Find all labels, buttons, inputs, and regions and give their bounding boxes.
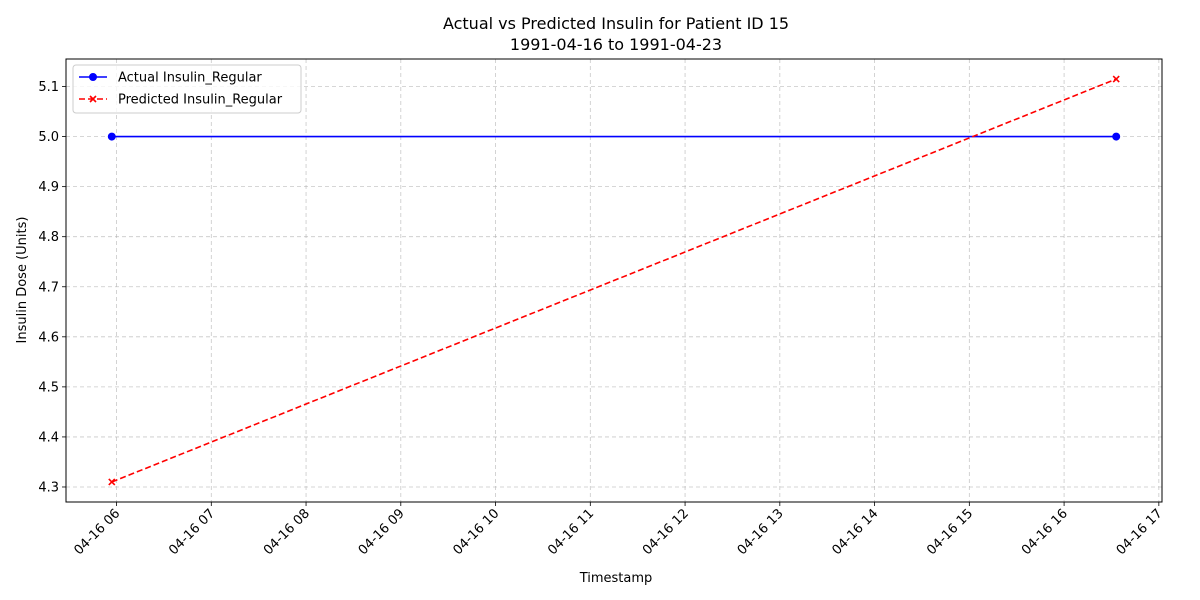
y-tick-label: 4.4 (38, 430, 59, 445)
y-tick-label: 5.1 (38, 80, 59, 95)
legend-marker (89, 95, 97, 103)
legend-label: Predicted Insulin_Regular (118, 93, 283, 108)
y-tick-label: 5.0 (38, 130, 59, 145)
grid (66, 59, 1162, 502)
legend-marker (89, 73, 97, 81)
legend: Actual Insulin_Regular Predicted Insulin_… (72, 64, 302, 114)
data-point (1112, 75, 1120, 83)
x-axis-label: Timestamp (579, 571, 653, 586)
plot-frame (65, 58, 1163, 503)
y-tick-label: 4.7 (38, 280, 59, 295)
y-axis: 4.3 4.4 4.5 4.6 4.7 4.8 4.9 5.0 5.1 (38, 80, 66, 495)
data-point (108, 478, 116, 486)
legend-label: Actual Insulin_Regular (118, 71, 262, 86)
data-point (1112, 132, 1121, 141)
y-axis-label: Insulin Dose (Units) (15, 217, 30, 344)
data-point (107, 132, 116, 141)
y-tick-label: 4.6 (38, 330, 59, 345)
y-tick-label: 4.5 (38, 380, 59, 395)
y-tick-label: 4.8 (38, 230, 59, 245)
y-tick-label: 4.9 (38, 180, 59, 195)
series-layer (107, 75, 1121, 486)
chart-subtitle: 1991-04-16 to 1991-04-23 (510, 35, 722, 54)
legend-box (72, 64, 302, 114)
chart-title: Actual vs Predicted Insulin for Patient … (443, 14, 789, 33)
y-tick-label: 4.3 (38, 480, 59, 495)
series-line (111, 78, 1117, 483)
